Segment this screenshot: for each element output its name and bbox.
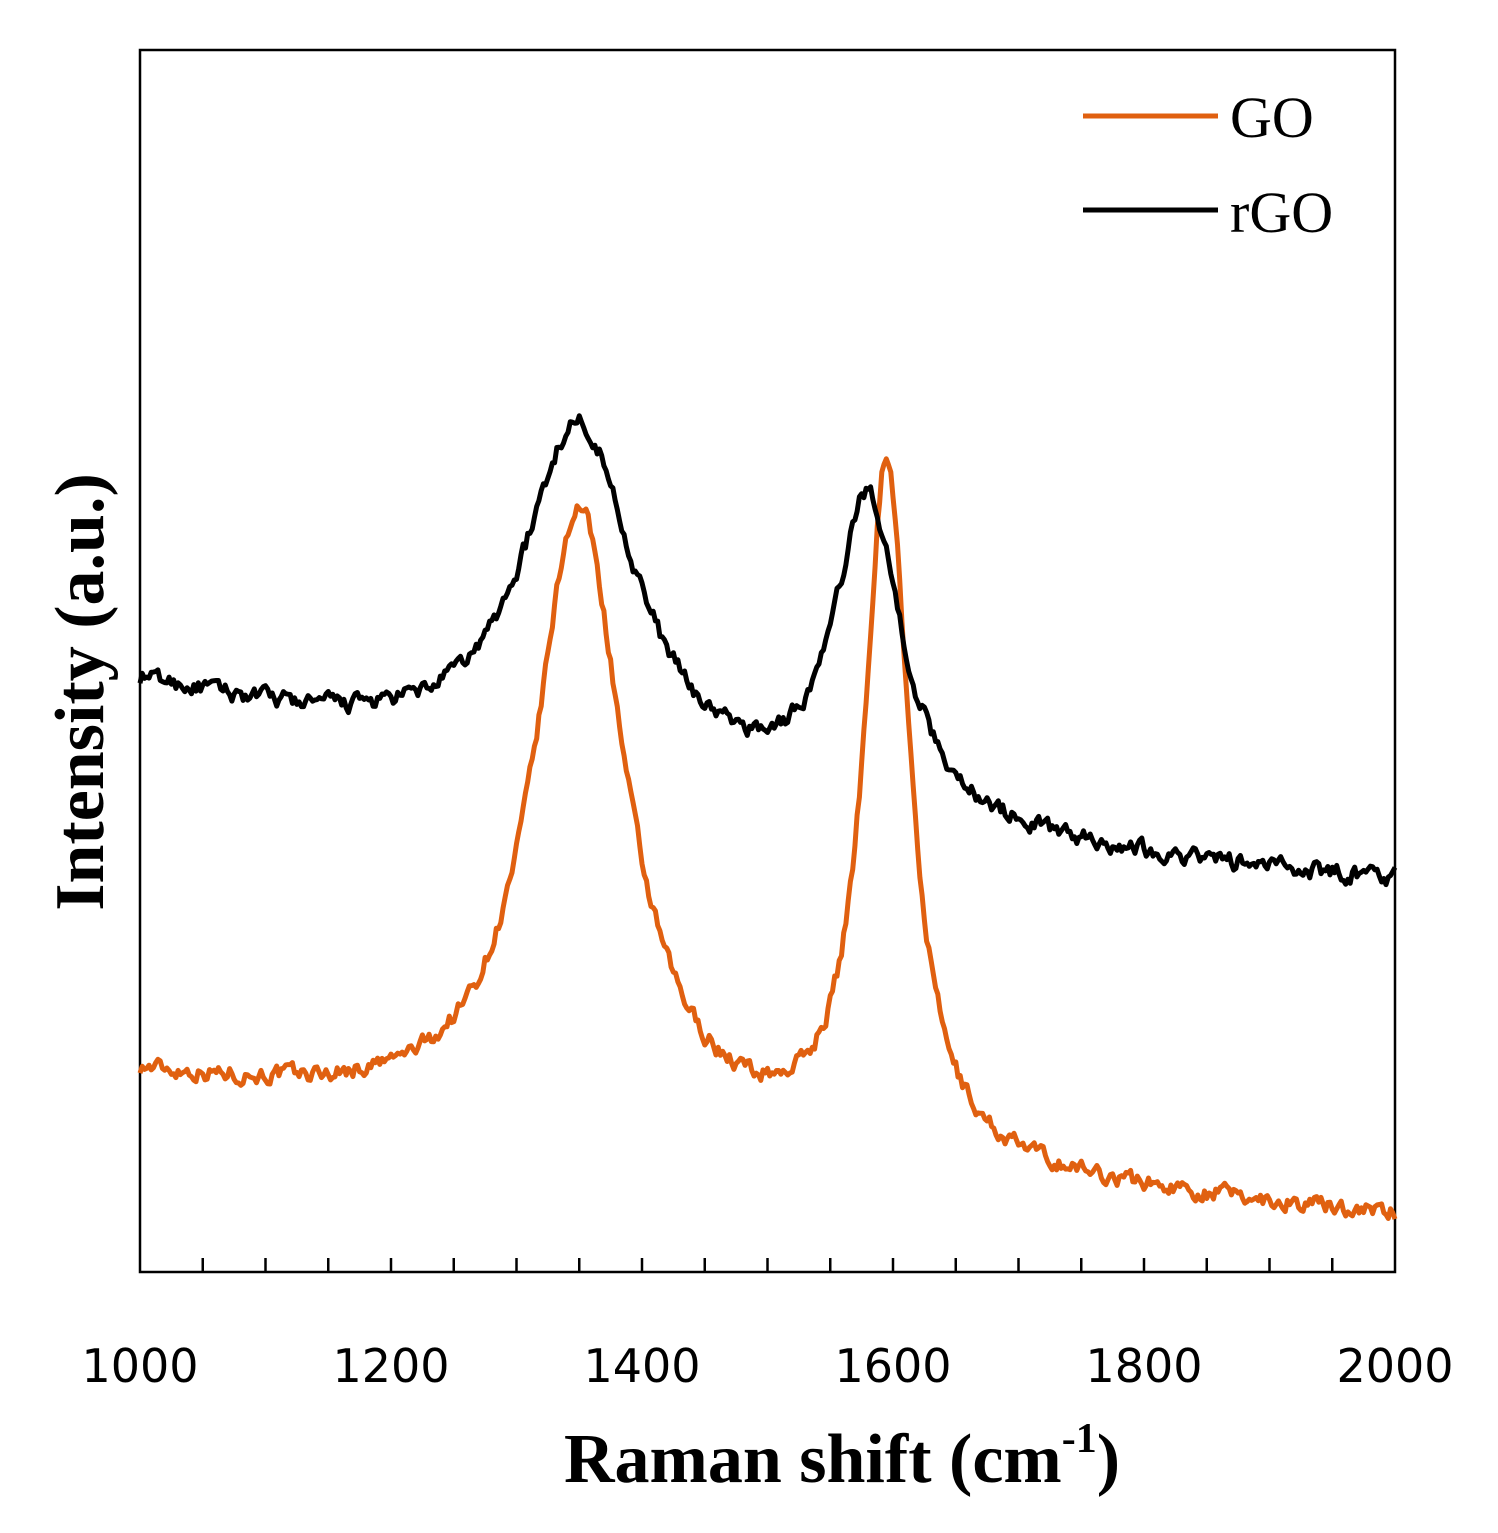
legend-label-go: GO [1230, 85, 1314, 150]
x-tick-label-1600: 1600 [834, 1339, 951, 1393]
x-tick-label-1800: 1800 [1085, 1339, 1202, 1393]
legend-label-rgo: rGO [1230, 180, 1333, 245]
x-axis-title-main: Raman shift (cm [564, 1421, 1062, 1498]
x-tick-label-2000: 2000 [1336, 1339, 1453, 1393]
x-tick-label-1400: 1400 [583, 1339, 700, 1393]
x-minor-ticks [201, 1258, 1334, 1272]
legend: GO rGO [1083, 85, 1333, 245]
plot-frame [138, 48, 1397, 1274]
x-axis-title-close: ) [1097, 1421, 1120, 1498]
series-line-go [137, 456, 1398, 1221]
x-tick-label-1000: 1000 [81, 1339, 198, 1393]
x-tick-label-1200: 1200 [332, 1339, 449, 1393]
series-lines [137, 413, 1398, 1221]
series-line-rgo [137, 413, 1398, 888]
y-axis-title: Intensity (a.u.) [42, 473, 119, 911]
x-tick-labels: 1000 1200 1400 1600 1800 2000 [81, 1339, 1453, 1393]
x-axis-title-superscript: -1 [1062, 1416, 1097, 1462]
x-axis-title: Raman shift (cm-1) [564, 1416, 1120, 1498]
